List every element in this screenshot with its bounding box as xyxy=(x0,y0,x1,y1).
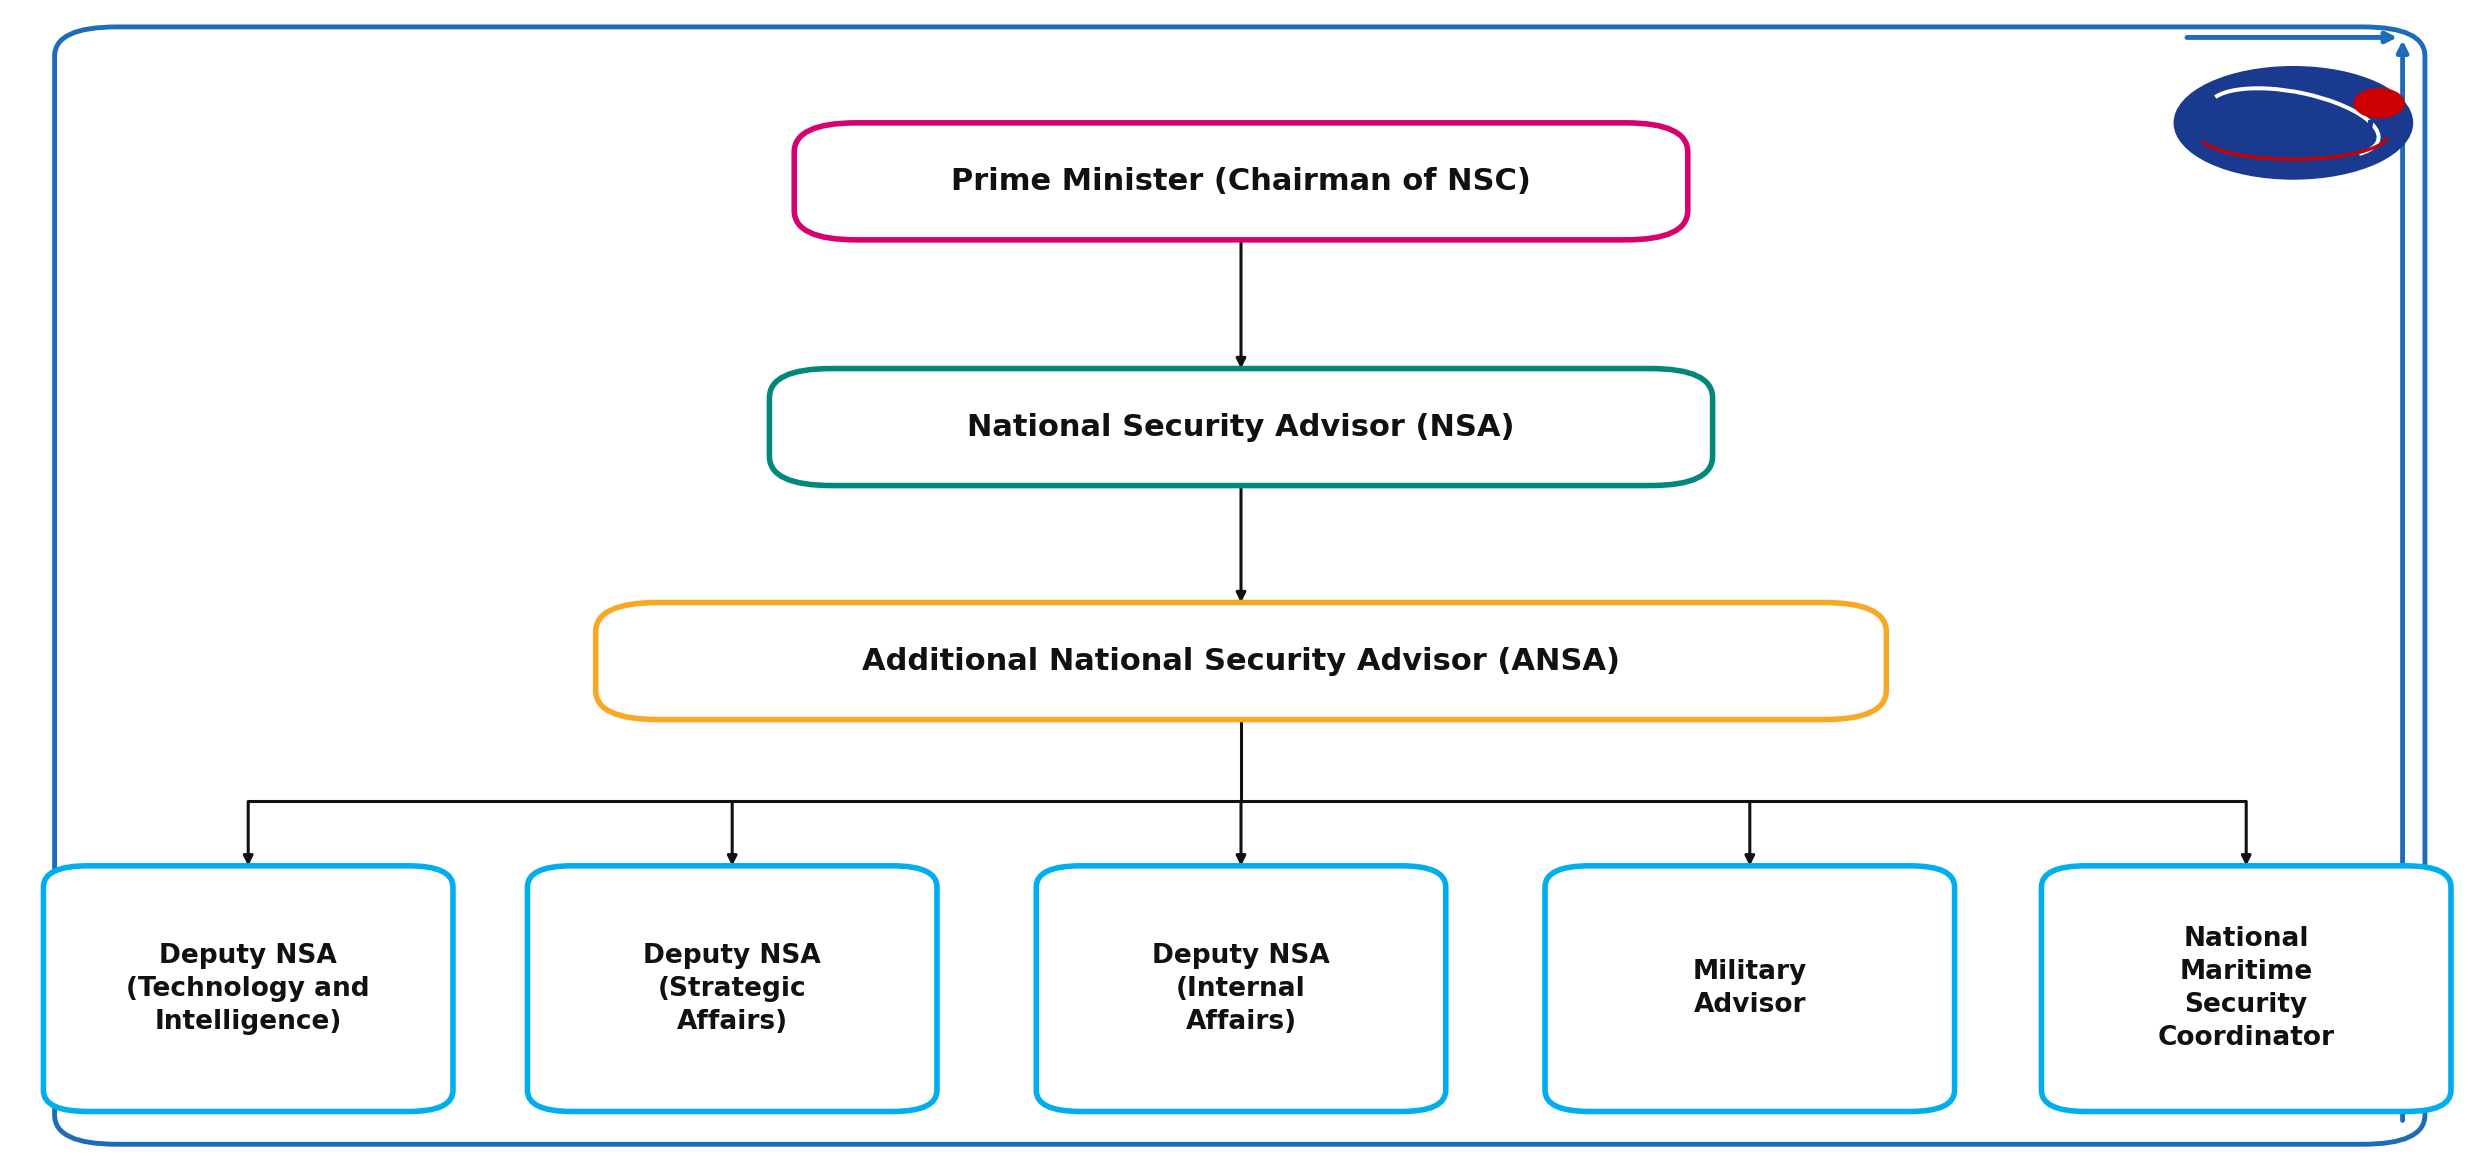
Text: National Security Advisor (NSA): National Security Advisor (NSA) xyxy=(968,413,1514,441)
FancyBboxPatch shape xyxy=(2040,866,2450,1112)
Text: Additional National Security Advisor (ANSA): Additional National Security Advisor (AN… xyxy=(861,647,1621,675)
FancyBboxPatch shape xyxy=(45,866,452,1112)
Text: Deputy NSA
(Internal
Affairs): Deputy NSA (Internal Affairs) xyxy=(1152,943,1330,1034)
FancyBboxPatch shape xyxy=(794,123,1688,240)
Text: Prime Minister (Chairman of NSC): Prime Minister (Chairman of NSC) xyxy=(951,167,1531,195)
Circle shape xyxy=(2174,67,2413,179)
Text: National
Maritime
Security
Coordinator: National Maritime Security Coordinator xyxy=(2157,927,2336,1051)
FancyBboxPatch shape xyxy=(1544,866,1956,1112)
Ellipse shape xyxy=(2353,89,2405,118)
FancyBboxPatch shape xyxy=(526,866,936,1112)
Text: Deputy NSA
(Technology and
Intelligence): Deputy NSA (Technology and Intelligence) xyxy=(127,943,370,1034)
FancyBboxPatch shape xyxy=(1035,866,1445,1112)
Text: Deputy NSA
(Strategic
Affairs): Deputy NSA (Strategic Affairs) xyxy=(643,943,822,1034)
FancyBboxPatch shape xyxy=(596,603,1886,720)
Text: Military
Advisor: Military Advisor xyxy=(1693,959,1807,1018)
FancyBboxPatch shape xyxy=(769,369,1713,486)
